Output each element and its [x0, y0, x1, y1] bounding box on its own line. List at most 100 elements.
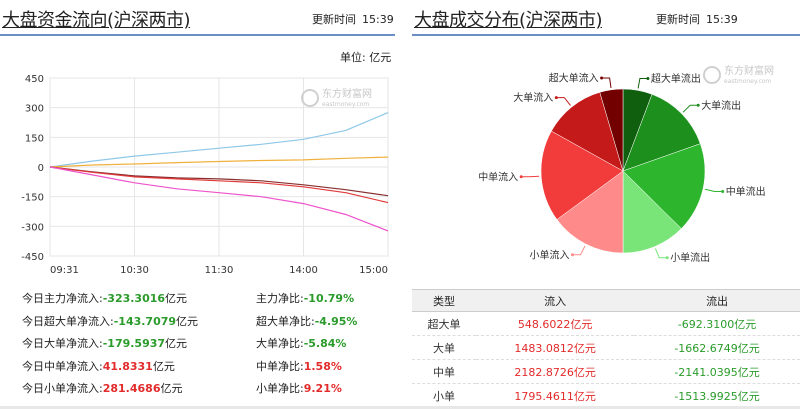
x-tick-label: 15:00	[359, 265, 388, 276]
net-inflow-value: -323.3016	[102, 292, 166, 305]
series-line-1	[49, 156, 389, 168]
row-in: 548.6022亿元	[476, 311, 635, 336]
update-time-value: 15:39	[362, 13, 394, 26]
watermark-sub: eastmoney.com	[322, 101, 369, 108]
update-time-value: 15:39	[706, 13, 738, 26]
net-ratio-stat: 超大单净比:-4.95%	[256, 313, 357, 329]
table-row: 大单 1483.0812亿元 -1662.6749亿元	[412, 335, 800, 360]
fund-flow-panel: 大盘资金流向(沪深两市) 更新时间 15:39 单位: 亿元 东方财富网 east…	[0, 0, 395, 409]
series-line-4	[49, 166, 389, 232]
y-tick-label: -450	[21, 252, 44, 263]
net-inflow-unit: 亿元	[160, 382, 183, 395]
row-type: 超大单	[412, 311, 477, 336]
pie-slice	[556, 170, 624, 254]
row-out: -1662.6749亿元	[634, 335, 800, 360]
y-tick-label: -150	[21, 193, 44, 204]
row-type: 大单	[412, 335, 477, 360]
y-axis-ticks: 450 300 150 0 -150 -300 -450	[21, 74, 44, 263]
pie-leader-dot	[600, 76, 604, 80]
fund-flow-header: 大盘资金流向(沪深两市) 更新时间 15:39	[0, 0, 395, 36]
y-tick-label: 300	[25, 104, 44, 115]
update-time-label: 更新时间	[656, 13, 700, 26]
update-time-label: 更新时间	[312, 13, 356, 26]
net-ratio-label: 超大单净比:	[256, 314, 315, 328]
net-inflow-stat: 今日中单净流入:41.8331亿元	[22, 358, 175, 374]
net-inflow-value: -179.5937	[102, 337, 166, 350]
net-inflow-value: -143.7079	[113, 314, 177, 328]
fund-flow-title[interactable]: 大盘资金流向(沪深两市)	[2, 10, 191, 31]
watermark: 东方财富网 eastmoney.com	[703, 64, 774, 85]
net-ratio-value: 9.21%	[303, 382, 342, 395]
net-inflow-unit: 亿元	[165, 337, 188, 350]
pie-leader-line	[682, 104, 699, 113]
update-time: 更新时间 15:39	[656, 11, 738, 27]
net-inflow-label: 今日超大单净流入:	[22, 314, 114, 328]
net-inflow-unit: 亿元	[176, 314, 199, 328]
distribution-title[interactable]: 大盘成交分布(沪深两市)	[414, 10, 603, 31]
trade-distribution-panel: 大盘成交分布(沪深两市) 更新时间 15:39 东方财富网 eastmoney.c…	[412, 0, 800, 409]
net-ratio-stat: 大单净比:-5.84%	[256, 335, 346, 351]
x-axis-ticks: 09:31 10:30 11:30 14:00 15:00	[50, 265, 388, 276]
net-inflow-value: 41.8331	[102, 359, 153, 373]
flow-series	[49, 112, 389, 232]
net-inflow-stat: 今日大单净流入:-179.5937亿元	[22, 335, 187, 351]
series-line-3	[49, 166, 389, 204]
fund-flow-chart: 东方财富网 eastmoney.com 450 300 150 0 -150 -300 -4…	[21, 74, 389, 276]
net-ratio-value: -5.84%	[303, 337, 347, 350]
row-out: -692.3100亿元	[634, 311, 800, 336]
x-tick-label: 11:30	[205, 265, 234, 276]
col-in: 流入	[476, 289, 635, 312]
pie-leader-dot	[646, 77, 650, 80]
pie-leader-dot	[721, 190, 725, 193]
pie-leader-dot	[665, 256, 669, 260]
net-ratio-label: 主力净比:	[256, 292, 304, 305]
series-line-0	[49, 112, 389, 168]
net-ratio-label: 大单净比:	[256, 337, 304, 350]
pie-leader-line	[556, 97, 571, 106]
net-inflow-label: 今日中单净流入:	[22, 359, 103, 373]
chart-grid	[49, 77, 389, 257]
pie-leader-line	[572, 245, 586, 256]
pie-leader-dot	[696, 103, 700, 107]
net-inflow-unit: 亿元	[152, 359, 175, 373]
row-in: 1795.4611亿元	[476, 383, 635, 408]
row-type: 中单	[412, 359, 477, 384]
pie-slice	[622, 143, 706, 229]
table-row: 超大单 548.6022亿元 -692.3100亿元	[412, 311, 800, 336]
pie-leader-line	[637, 78, 648, 89]
pie-slice-label: 超大单流出	[651, 72, 701, 85]
pie-slice	[622, 170, 682, 254]
pie-slice	[551, 91, 624, 172]
pie-slice-label: 大单流出	[701, 99, 741, 112]
pie-slice	[622, 93, 701, 172]
watermark-sub: eastmoney.com	[724, 78, 771, 85]
y-tick-label: 0	[38, 163, 44, 174]
pie-slices	[540, 88, 706, 254]
pie-slice-label: 中单流入	[478, 170, 518, 183]
bottom-divider	[0, 406, 800, 409]
row-in: 2182.8726亿元	[476, 359, 635, 384]
row-out: -1513.9925亿元	[634, 383, 800, 408]
pie-leader-line	[704, 188, 723, 192]
pie-slice-label: 中单流出	[726, 185, 766, 198]
table-row: 中单 2182.8726亿元 -2141.0395亿元	[412, 359, 800, 384]
net-ratio-stat: 中单净比:1.58%	[256, 358, 342, 374]
row-out: -2141.0395亿元	[634, 359, 800, 384]
net-ratio-value: 1.58%	[303, 359, 342, 373]
net-ratio-label: 中单净比:	[256, 359, 304, 373]
pie-slice-label: 小单流出	[670, 251, 710, 264]
net-ratio-stat: 主力净比:-10.79%	[256, 290, 354, 306]
watermark: 东方财富网 eastmoney.com	[301, 87, 372, 108]
x-tick-label: 09:31	[50, 265, 79, 276]
pie-leader-dot	[571, 253, 574, 257]
watermark-text: 东方财富网	[724, 64, 774, 77]
y-tick-label: 450	[25, 74, 44, 85]
pie-leader-line	[601, 77, 612, 88]
net-inflow-value: 281.4686	[102, 382, 161, 395]
net-inflow-unit: 亿元	[165, 292, 188, 305]
watermark-text: 东方财富网	[322, 87, 372, 100]
net-ratio-label: 小单净比:	[256, 382, 304, 395]
pie-leader-dot	[519, 175, 523, 179]
